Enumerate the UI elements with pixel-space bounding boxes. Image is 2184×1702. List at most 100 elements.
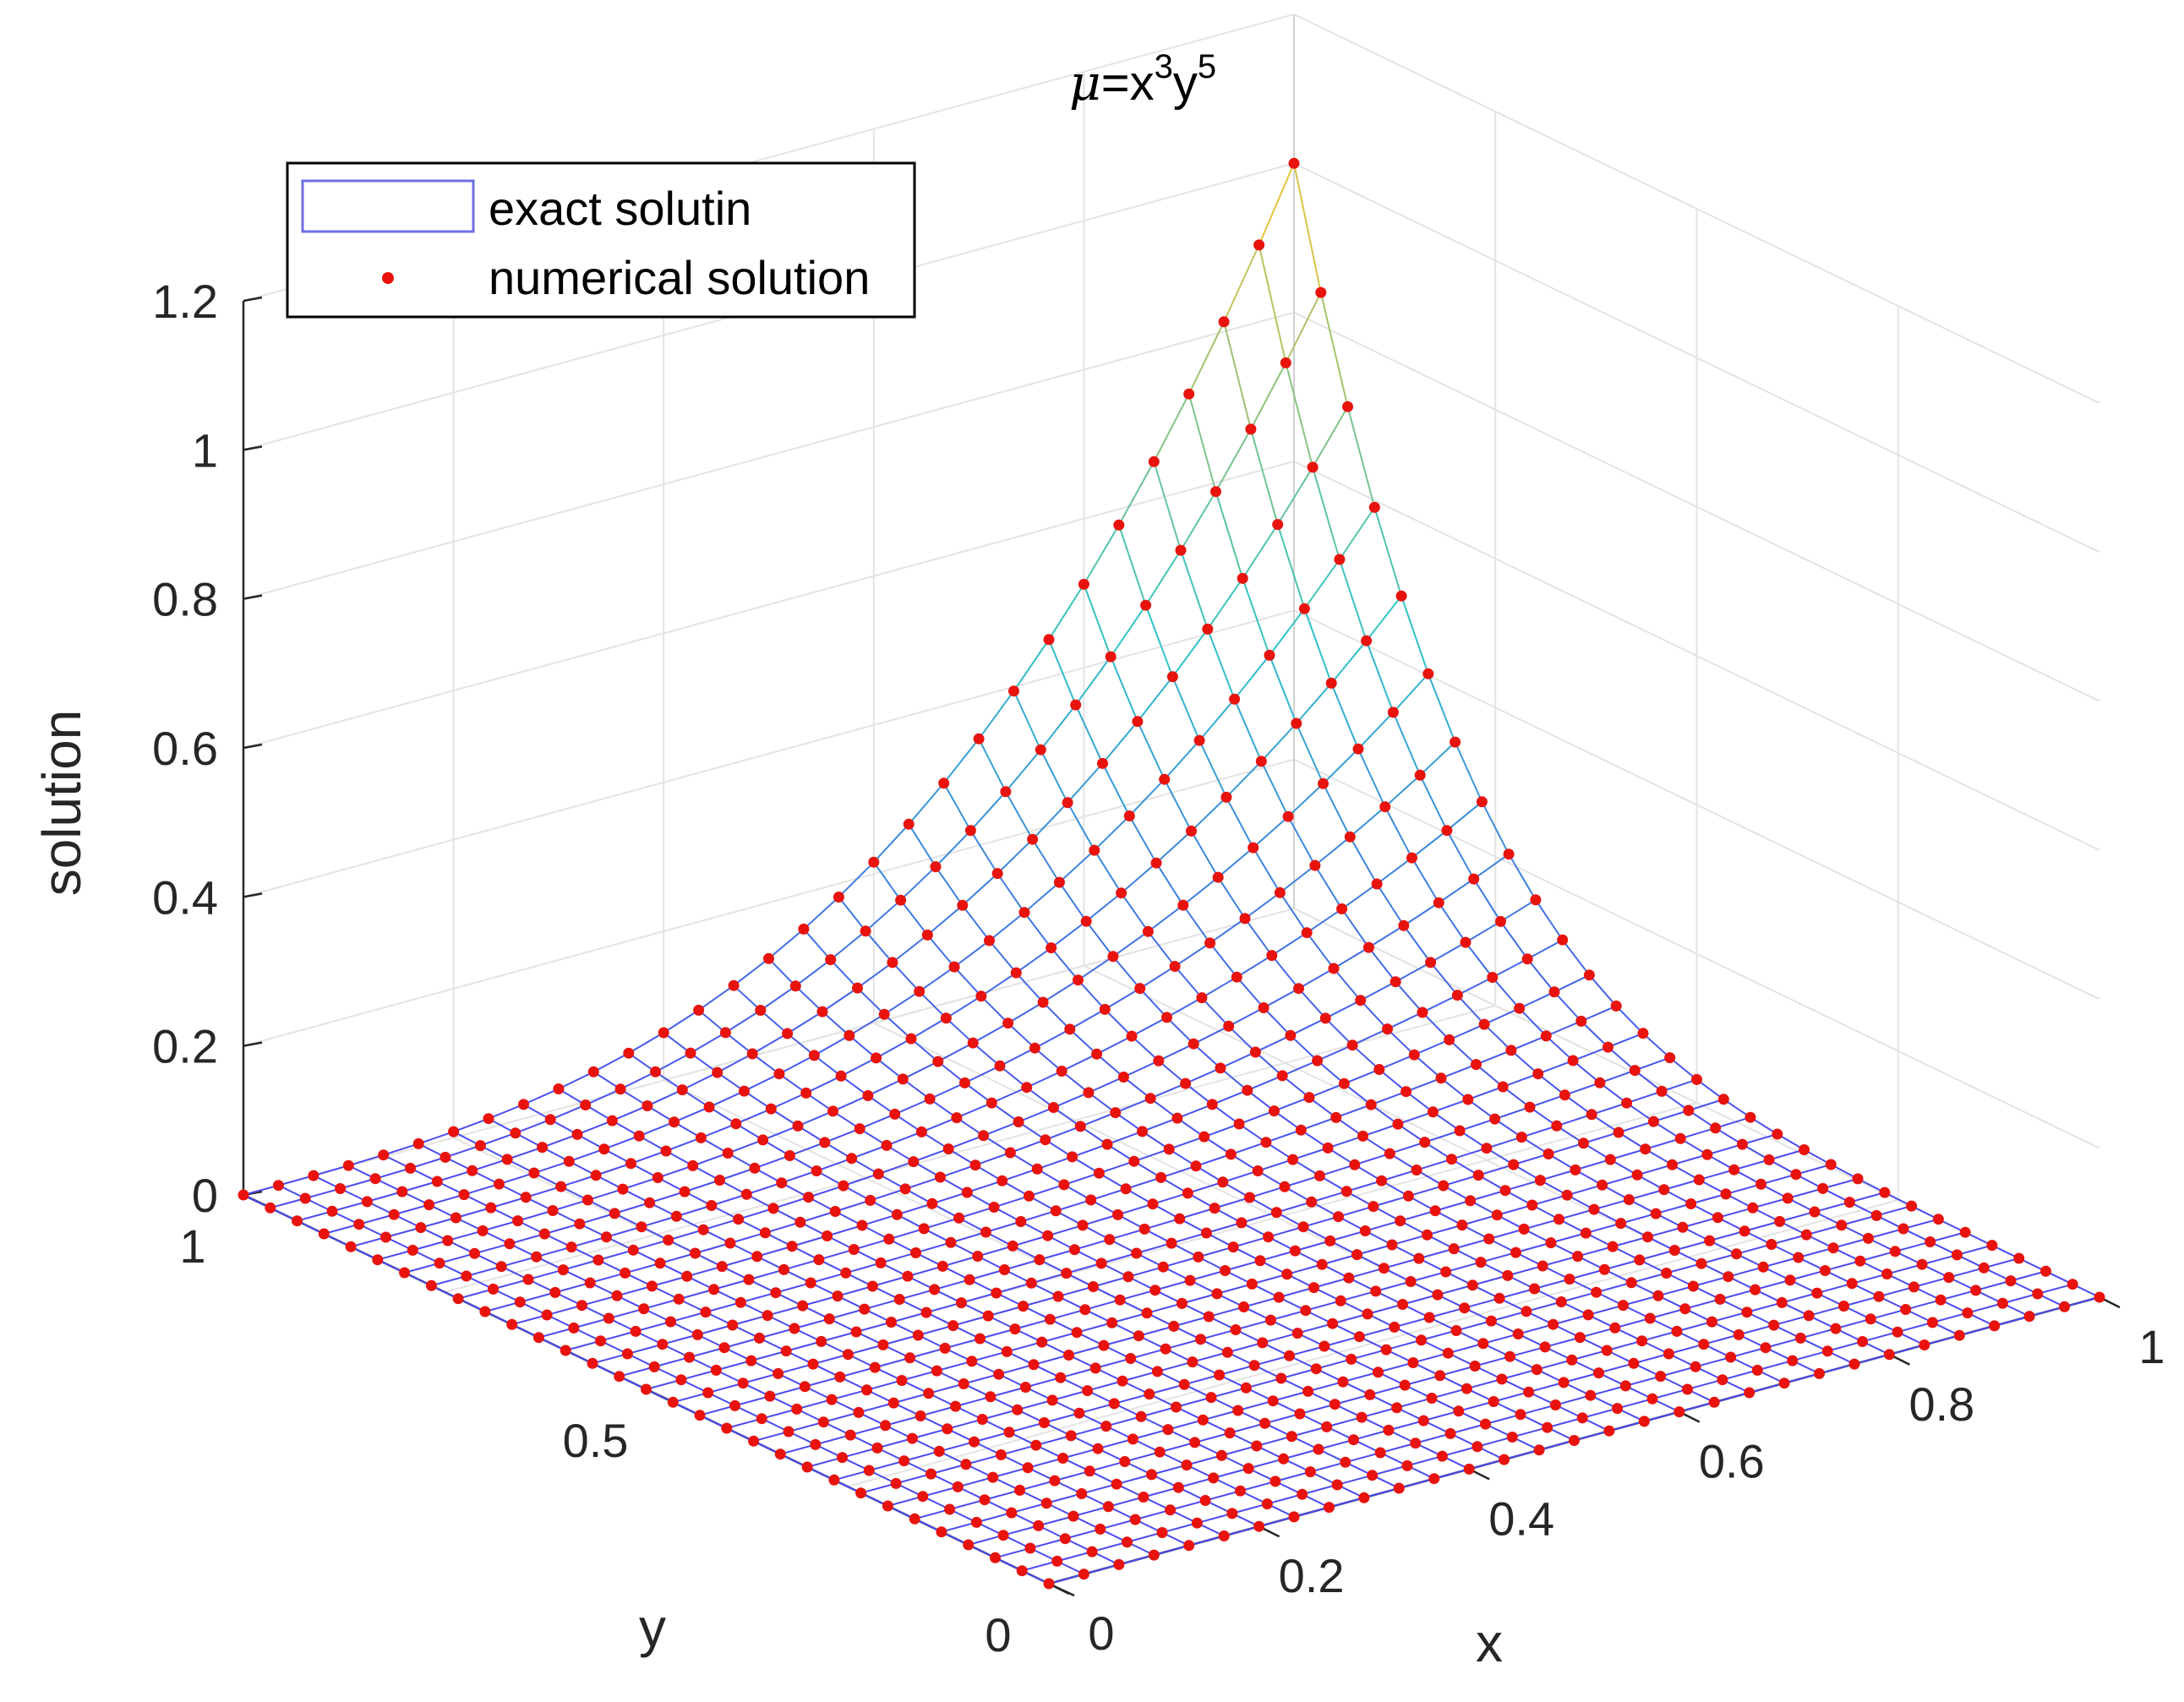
surface-edge bbox=[1591, 1102, 1627, 1116]
surface-edge bbox=[1276, 524, 1306, 609]
surface-edge bbox=[813, 1055, 842, 1077]
surface-edge bbox=[1410, 1271, 1446, 1283]
surface-edge bbox=[701, 1122, 737, 1139]
surface-edge bbox=[1311, 1190, 1347, 1203]
numerical-point bbox=[1181, 1459, 1193, 1471]
surface-edge bbox=[944, 1338, 980, 1350]
numerical-point bbox=[1444, 1427, 1456, 1439]
numerical-point bbox=[798, 923, 810, 935]
surface-edge bbox=[1269, 608, 1306, 656]
numerical-point bbox=[944, 1503, 956, 1515]
surface-edge bbox=[1232, 1236, 1269, 1248]
numerical-point bbox=[1111, 1478, 1122, 1490]
numerical-point bbox=[1524, 1101, 1536, 1113]
surface-edge bbox=[573, 1317, 609, 1329]
numerical-point bbox=[1046, 1394, 1058, 1406]
surface-edge bbox=[641, 1215, 677, 1228]
numerical-point bbox=[1803, 1310, 1815, 1322]
numerical-point bbox=[1469, 1361, 1481, 1372]
numerical-point bbox=[706, 1200, 718, 1211]
numerical-point bbox=[1637, 1028, 1649, 1039]
numerical-point bbox=[1232, 1405, 1244, 1416]
surface-edge bbox=[472, 1158, 508, 1172]
surface-edge bbox=[463, 1183, 500, 1196]
surface-edge bbox=[1084, 1299, 1121, 1311]
surface-edge bbox=[910, 1038, 939, 1062]
surface-edge bbox=[1684, 1298, 1721, 1310]
surface-edge bbox=[961, 904, 991, 941]
surface-edge bbox=[1474, 1356, 1510, 1367]
numerical-point bbox=[988, 1202, 1000, 1213]
numerical-point bbox=[805, 1277, 816, 1289]
surface-edge bbox=[1360, 980, 1396, 1001]
surface-edge bbox=[1034, 1028, 1071, 1050]
numerical-point bbox=[1298, 603, 1310, 614]
surface-edge bbox=[1122, 1060, 1160, 1078]
numerical-point bbox=[1098, 1339, 1110, 1351]
surface-edge bbox=[1211, 1089, 1248, 1105]
numerical-point bbox=[1131, 1247, 1143, 1259]
surface-edge bbox=[1204, 1490, 1241, 1502]
numerical-point bbox=[1723, 1271, 1734, 1283]
numerical-point bbox=[1218, 1530, 1230, 1541]
surface-edge bbox=[1354, 1153, 1390, 1166]
surface-edge bbox=[1715, 1116, 1751, 1129]
surface-edge bbox=[1246, 1377, 1282, 1389]
numerical-point bbox=[868, 856, 880, 868]
numerical-point bbox=[1148, 1549, 1160, 1561]
surface-edge bbox=[1077, 979, 1106, 1011]
numerical-point bbox=[1504, 1350, 1515, 1362]
numerical-point bbox=[1580, 1227, 1592, 1239]
surface-edge bbox=[1403, 902, 1439, 927]
surface-edge bbox=[982, 1409, 1018, 1421]
surface-edge bbox=[1446, 801, 1482, 832]
surface-edge bbox=[1639, 1249, 1675, 1261]
numerical-point bbox=[1070, 699, 1082, 711]
surface-edge bbox=[1182, 1292, 1218, 1305]
surface-edge bbox=[1373, 1195, 1409, 1208]
surface-edge bbox=[1297, 1323, 1333, 1334]
surface-edge bbox=[418, 1131, 454, 1145]
surface-edge bbox=[754, 1154, 790, 1170]
surface-edge bbox=[1179, 1207, 1215, 1220]
surface-edge bbox=[908, 823, 936, 868]
numerical-point bbox=[1281, 1268, 1293, 1280]
surface-edge bbox=[740, 1291, 777, 1304]
numerical-point bbox=[972, 1251, 984, 1262]
surface-edge bbox=[1615, 1005, 1644, 1034]
numerical-point bbox=[1169, 961, 1181, 972]
numerical-point bbox=[1432, 1289, 1444, 1301]
numerical-point bbox=[1405, 1276, 1417, 1287]
surface-edge bbox=[1083, 584, 1112, 657]
surface-edge bbox=[1443, 1174, 1479, 1186]
numerical-point bbox=[1376, 1175, 1388, 1186]
surface-edge bbox=[1330, 640, 1368, 685]
surface-edge bbox=[1116, 1473, 1152, 1486]
surface-edge bbox=[385, 1226, 422, 1238]
numerical-point bbox=[1147, 1198, 1159, 1210]
numerical-point bbox=[994, 1060, 1006, 1072]
numerical-point bbox=[1493, 1292, 1505, 1304]
numerical-point bbox=[886, 1317, 897, 1328]
numerical-point bbox=[1302, 1385, 1314, 1397]
surface-edge bbox=[1841, 1214, 1877, 1226]
surface-edge bbox=[1476, 1049, 1512, 1066]
numerical-point bbox=[1613, 1126, 1624, 1138]
surface-edge bbox=[1042, 1001, 1071, 1030]
surface-edge bbox=[751, 1053, 780, 1075]
surface-edge bbox=[1171, 628, 1209, 678]
numerical-point bbox=[1471, 1059, 1482, 1071]
surface-edge bbox=[865, 930, 893, 963]
numerical-point bbox=[970, 1516, 982, 1528]
numerical-point bbox=[650, 1066, 661, 1077]
surface-edge bbox=[1975, 1279, 2012, 1291]
numerical-point bbox=[969, 1436, 980, 1448]
surface-edge bbox=[861, 1214, 898, 1226]
numerical-point bbox=[1593, 1367, 1604, 1379]
numerical-point bbox=[734, 1296, 746, 1308]
numerical-point bbox=[948, 961, 960, 973]
numerical-point bbox=[1253, 1520, 1265, 1532]
numerical-point bbox=[832, 1290, 844, 1302]
surface-edge bbox=[1201, 996, 1230, 1028]
numerical-point bbox=[823, 1313, 835, 1325]
